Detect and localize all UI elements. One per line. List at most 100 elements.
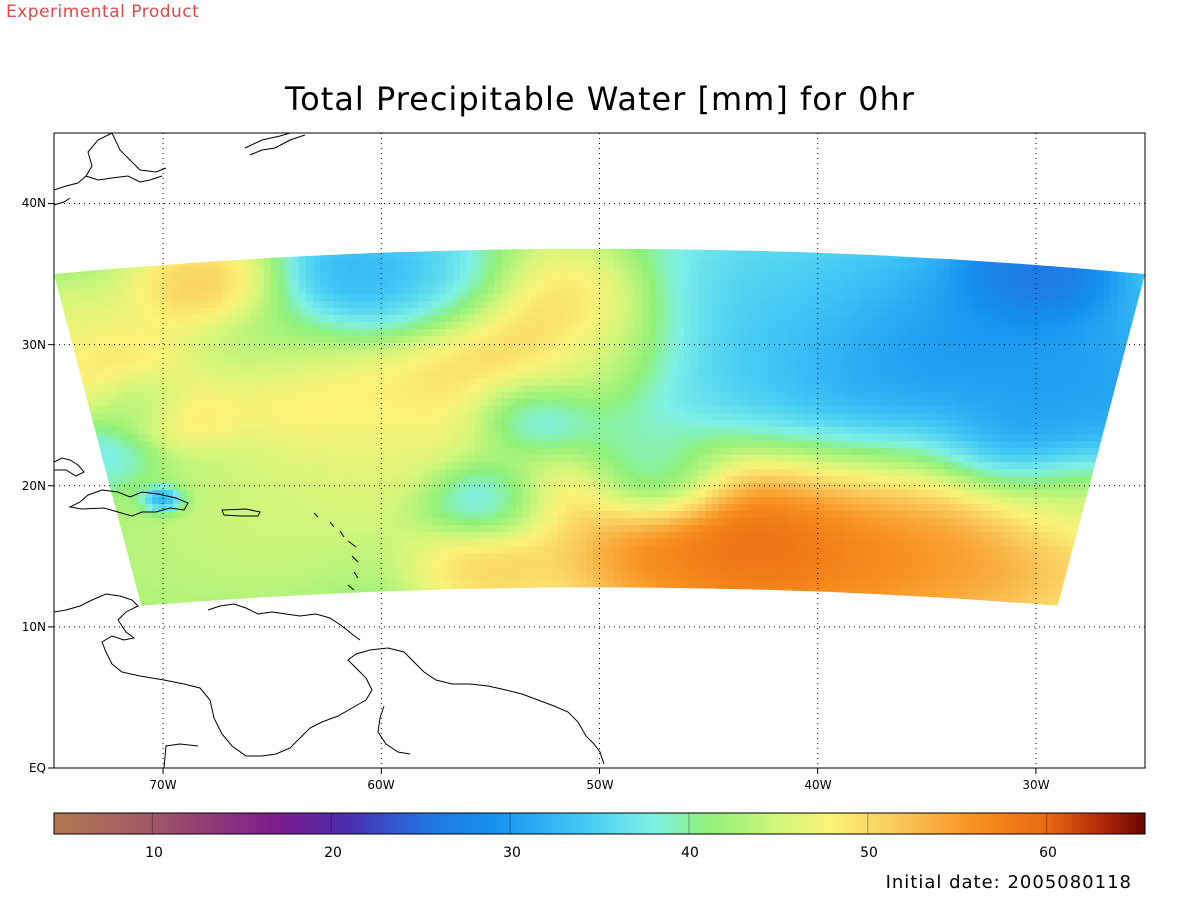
- field-cell: [551, 448, 559, 456]
- field-cell: [82, 371, 90, 379]
- field-cell: [1062, 248, 1070, 253]
- field-cell: [222, 238, 230, 246]
- field-cell: [159, 273, 167, 281]
- field-cell: [418, 350, 426, 358]
- field-cell: [558, 399, 566, 407]
- field-cell: [635, 448, 643, 456]
- field-cell: [845, 322, 853, 330]
- field-cell: [292, 392, 300, 400]
- field-cell: [901, 343, 909, 351]
- field-cell: [432, 350, 440, 358]
- field-cell: [194, 364, 202, 372]
- field-cell: [1048, 357, 1056, 365]
- field-cell: [782, 322, 790, 330]
- field-cell: [845, 371, 853, 379]
- field-cell: [929, 455, 937, 463]
- field-cell: [341, 301, 349, 309]
- field-cell: [544, 315, 552, 323]
- field-cell: [243, 385, 251, 393]
- field-cell: [565, 294, 573, 302]
- field-cell: [201, 427, 209, 435]
- field-cell: [208, 308, 216, 316]
- field-cell: [397, 315, 405, 323]
- field-cell: [271, 385, 279, 393]
- field-cell: [915, 420, 923, 428]
- field-cell: [1055, 385, 1063, 393]
- field-cell: [635, 420, 643, 428]
- field-cell: [579, 287, 587, 295]
- field-cell: [705, 371, 713, 379]
- field-cell: [1013, 420, 1021, 428]
- field-cell: [166, 248, 174, 253]
- field-cell: [978, 336, 986, 344]
- field-cell: [138, 448, 146, 456]
- field-cell: [572, 399, 580, 407]
- field-cell: [61, 315, 69, 323]
- field-cell: [1104, 315, 1112, 323]
- field-cell: [75, 280, 83, 288]
- field-cell: [362, 385, 370, 393]
- field-cell: [117, 273, 125, 281]
- field-cell: [1041, 406, 1049, 414]
- field-cell: [271, 371, 279, 379]
- field-cell: [957, 294, 965, 302]
- field-cell: [656, 392, 664, 400]
- field-cell: [775, 420, 783, 428]
- field-cell: [887, 301, 895, 309]
- field-cell: [432, 322, 440, 330]
- field-cell: [103, 392, 111, 400]
- field-cell: [54, 378, 62, 386]
- field-cell: [495, 413, 503, 421]
- field-cell: [761, 350, 769, 358]
- field-cell: [593, 273, 601, 281]
- field-cell: [768, 287, 776, 295]
- field-cell: [530, 248, 538, 253]
- field-cell: [1132, 343, 1140, 351]
- field-cell: [740, 392, 748, 400]
- field-cell: [68, 448, 76, 456]
- field-cell: [635, 357, 643, 365]
- field-cell: [425, 259, 433, 267]
- field-cell: [670, 350, 678, 358]
- field-cell: [950, 248, 958, 253]
- field-cell: [880, 252, 888, 260]
- field-cell: [978, 385, 986, 393]
- field-cell: [803, 392, 811, 400]
- field-cell: [607, 392, 615, 400]
- field-cell: [705, 420, 713, 428]
- field-cell: [621, 399, 629, 407]
- field-cell: [222, 413, 230, 421]
- field-cell: [110, 371, 118, 379]
- field-cell: [229, 252, 237, 260]
- field-cell: [719, 238, 727, 246]
- field-cell: [754, 441, 762, 449]
- field-cell: [432, 413, 440, 421]
- field-cell: [432, 343, 440, 351]
- field-cell: [544, 336, 552, 344]
- field-cell: [852, 420, 860, 428]
- field-cell: [964, 259, 972, 267]
- field-cell: [1062, 294, 1070, 302]
- field-cell: [656, 308, 664, 316]
- field-cell: [159, 308, 167, 316]
- field-cell: [236, 420, 244, 428]
- field-cell: [390, 378, 398, 386]
- field-cell: [243, 427, 251, 435]
- field-cell: [782, 252, 790, 260]
- field-cell: [215, 343, 223, 351]
- field-cell: [145, 399, 153, 407]
- field-cell: [250, 399, 258, 407]
- field-cell: [922, 336, 930, 344]
- field-cell: [642, 266, 650, 274]
- field-cell: [1006, 252, 1014, 260]
- field-cell: [103, 406, 111, 414]
- field-cell: [572, 336, 580, 344]
- field-cell: [642, 385, 650, 393]
- field-cell: [740, 364, 748, 372]
- field-cell: [348, 420, 356, 428]
- field-cell: [670, 329, 678, 337]
- field-cell: [124, 455, 132, 463]
- field-cell: [54, 357, 62, 365]
- field-cell: [614, 441, 622, 449]
- field-cell: [887, 322, 895, 330]
